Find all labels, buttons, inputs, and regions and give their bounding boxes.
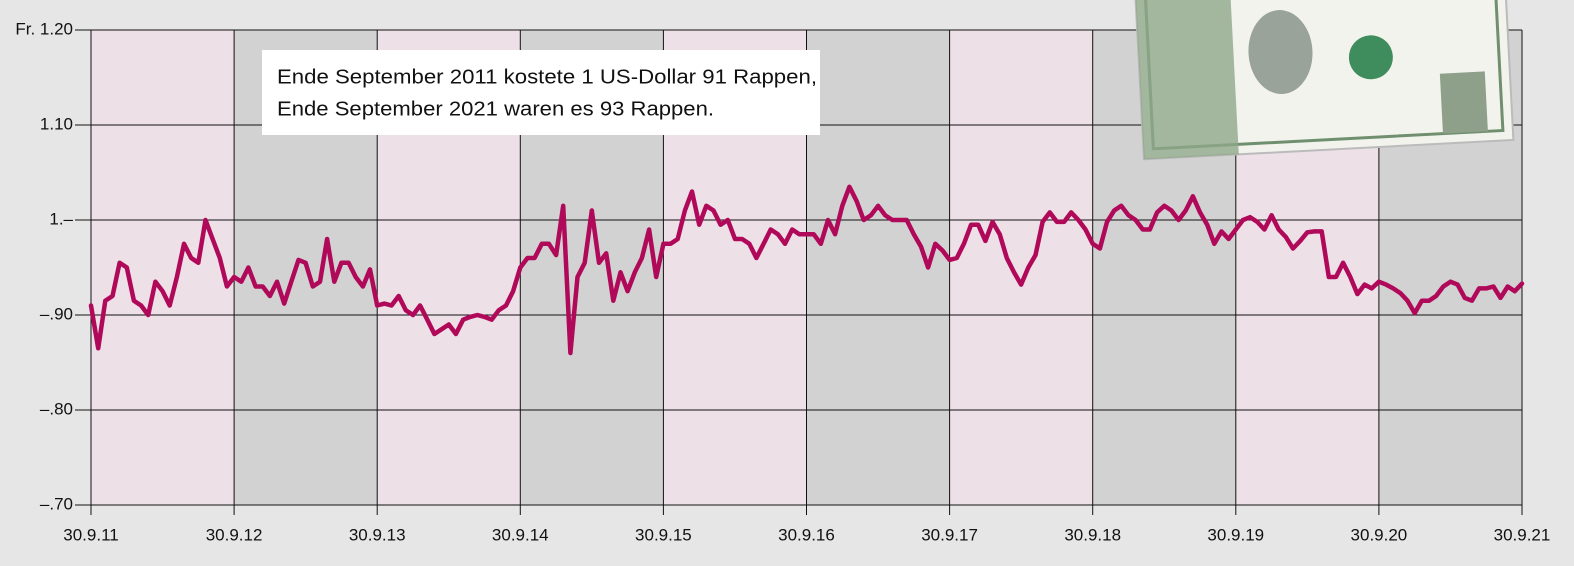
y-tick-label: –.90	[40, 304, 73, 323]
annotation: Ende September 2021 waren es 93 Rappen.	[277, 98, 714, 120]
dollar-bill	[1134, 0, 1513, 159]
x-tick-label: 30.9.21	[1494, 525, 1551, 544]
x-tick-label: 30.9.19	[1207, 525, 1264, 544]
x-tick-label: 30.9.12	[206, 525, 263, 544]
y-tick-label: 1.10	[40, 114, 73, 133]
x-tick-label: 30.9.17	[921, 525, 978, 544]
page: Fr. 1.20 1.10 1.– –.90 –.80 –.70 30.9.11 30.9.1…	[0, 0, 1574, 561]
x-tick-label: 30.9.13	[349, 525, 406, 544]
annotation: Ende September 2011 kostete 1 US-Dollar …	[277, 66, 817, 88]
x-tick-label: 30.9.18	[1064, 525, 1121, 544]
x-tick-label: 30.9.11	[63, 525, 118, 544]
x-tick-label: 30.9.20	[1351, 525, 1408, 544]
y-tick-label: Fr. 1.20	[15, 19, 73, 38]
bill-corner	[1440, 71, 1488, 133]
bill-fold	[1134, 0, 1238, 159]
chart: Fr. 1.20 1.10 1.– –.90 –.80 –.70 30.9.11 30.9.1…	[0, 0, 1574, 561]
x-tick-label: 30.9.15	[635, 525, 692, 544]
x-tick-label: 30.9.14	[492, 525, 549, 544]
y-tick-label: –.70	[40, 494, 73, 513]
annotation-box: Ende September 2011 kostete 1 US-Dollar …	[262, 50, 820, 135]
year-band	[91, 30, 234, 505]
x-tick-label: 30.9.16	[778, 525, 835, 544]
y-tick-label: 1.–	[49, 209, 73, 228]
annotation-bg	[262, 50, 820, 135]
year-band	[950, 30, 1093, 505]
y-tick-label: –.80	[40, 399, 73, 418]
